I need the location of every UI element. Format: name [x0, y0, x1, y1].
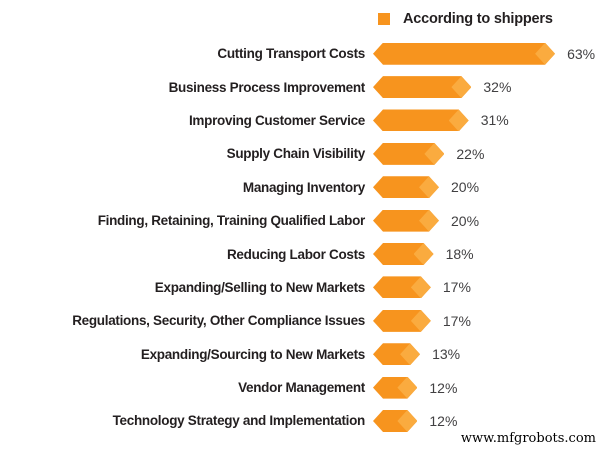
value-label: 32% — [483, 79, 512, 96]
bar-row: Regulations, Security, Other Compliance … — [0, 304, 600, 337]
category-label: Expanding/Sourcing to New Markets — [140, 346, 365, 362]
bar — [373, 43, 555, 65]
legend: According to shippers — [378, 11, 553, 27]
legend-swatch-icon — [378, 13, 390, 25]
value-label: 20% — [451, 212, 480, 229]
category-label: Cutting Transport Costs — [217, 46, 365, 62]
category-label: Business Process Improvement — [168, 79, 366, 95]
bar-tip-diamond-icon — [451, 76, 471, 98]
value-label: 20% — [451, 179, 480, 196]
bar-area: 20% — [373, 210, 479, 232]
value-label: 17% — [442, 279, 471, 296]
bar-tip-diamond-icon — [411, 310, 431, 332]
bar — [373, 76, 471, 98]
category-label: Supply Chain Visibility — [226, 146, 366, 162]
bar — [373, 176, 439, 198]
bar-row: Expanding/Selling to New Markets 17% — [0, 271, 600, 304]
bar-area: 32% — [373, 76, 511, 98]
bar — [373, 276, 431, 298]
bar-row: Cutting Transport Costs 63% — [0, 37, 600, 70]
bar — [373, 243, 434, 265]
bar-area: 12% — [373, 377, 457, 399]
legend-label: According to shippers — [403, 11, 553, 27]
bar-tip-diamond-icon — [400, 343, 420, 365]
bar-tip-diamond-icon — [449, 109, 469, 131]
bar-area: 18% — [373, 243, 474, 265]
value-label: 13% — [432, 346, 461, 363]
bar — [373, 143, 444, 165]
bar-row: Finding, Retaining, Training Qualified L… — [0, 204, 600, 237]
bar-tip-diamond-icon — [535, 43, 555, 65]
value-label: 63% — [567, 45, 596, 62]
value-label: 31% — [480, 112, 509, 129]
bar-row: Managing Inventory 20% — [0, 171, 600, 204]
bar-tip-diamond-icon — [414, 243, 434, 265]
category-label: Regulations, Security, Other Compliance … — [72, 313, 365, 329]
bar — [373, 410, 417, 432]
value-label: 12% — [429, 412, 458, 429]
bar-area: 31% — [373, 109, 509, 131]
category-label: Technology Strategy and Implementation — [112, 413, 366, 429]
value-label: 18% — [445, 246, 474, 263]
bar — [373, 310, 431, 332]
bar — [373, 377, 417, 399]
bar-tip-diamond-icon — [424, 143, 444, 165]
bar-tip-diamond-icon — [397, 377, 417, 399]
bar — [373, 210, 439, 232]
bar-tip-diamond-icon — [411, 276, 431, 298]
bar-tip-diamond-icon — [419, 176, 439, 198]
category-label: Improving Customer Service — [188, 112, 365, 128]
bar-tip-diamond-icon — [397, 410, 417, 432]
category-label: Expanding/Selling to New Markets — [154, 279, 366, 295]
category-label: Managing Inventory — [242, 179, 365, 195]
bar-area: 17% — [373, 310, 471, 332]
value-label: 22% — [456, 145, 485, 162]
category-label: Vendor Management — [238, 380, 365, 396]
bar-row: Improving Customer Service 31% — [0, 104, 600, 137]
bar-row: Technology Strategy and Implementation 1… — [0, 404, 600, 437]
bar-area: 13% — [373, 343, 460, 365]
bar — [373, 343, 420, 365]
bar-tip-diamond-icon — [419, 210, 439, 232]
bar-row: Business Process Improvement 32% — [0, 70, 600, 103]
bar-row: Expanding/Sourcing to New Markets 13% — [0, 338, 600, 371]
bar-row: Supply Chain Visibility 22% — [0, 137, 600, 170]
bar-area: 63% — [373, 43, 595, 65]
bar-row: Vendor Management 12% — [0, 371, 600, 404]
value-label: 12% — [429, 379, 458, 396]
bar — [373, 109, 469, 131]
bar-area: 12% — [373, 410, 457, 432]
bar-area: 17% — [373, 276, 471, 298]
bar-rows: Cutting Transport Costs 63% Business Pro… — [0, 37, 600, 438]
category-label: Finding, Retaining, Training Qualified L… — [97, 213, 366, 229]
bar-area: 22% — [373, 143, 484, 165]
watermark: www.mfgrobots.com — [460, 431, 596, 446]
category-label: Reducing Labor Costs — [226, 246, 365, 262]
value-label: 17% — [442, 312, 471, 329]
bar-row: Reducing Labor Costs 18% — [0, 237, 600, 270]
bar-area: 20% — [373, 176, 479, 198]
